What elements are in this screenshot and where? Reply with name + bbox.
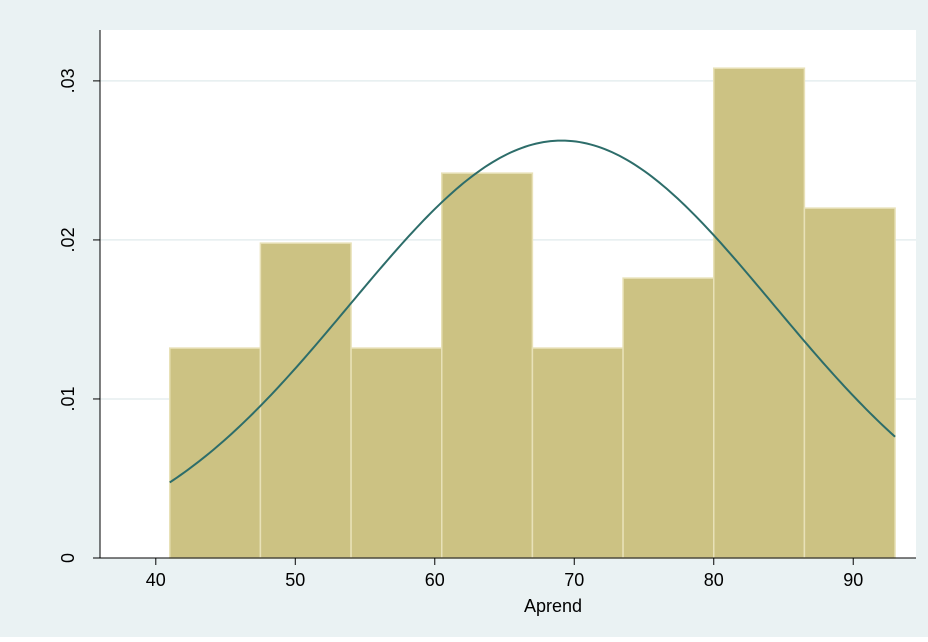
y-tick-label-2: .02: [58, 227, 78, 252]
normal-density-curve: [169, 139, 896, 484]
histogram-bar-2: [259, 242, 352, 559]
x-tick-label-4: 80: [704, 570, 724, 590]
histogram-bar-6: [622, 277, 715, 559]
y-tick-label-0: 0: [58, 553, 78, 563]
y-tick-label-1: .01: [58, 386, 78, 411]
x-tick-label-2: 60: [425, 570, 445, 590]
histogram-bar-8: [803, 207, 896, 559]
histogram-bar-5: [531, 347, 624, 559]
x-tick-label-5: 90: [843, 570, 863, 590]
x-tick-label-1: 50: [285, 570, 305, 590]
histogram-bar-1: [168, 347, 262, 559]
histogram-bar-7: [712, 67, 806, 559]
histogram-bar-3: [350, 347, 443, 559]
axes: 40 50 60 70 80 90 0 .01 .02 .03: [58, 30, 916, 590]
histogram-bars: [168, 67, 896, 559]
x-tick-label-0: 40: [146, 570, 166, 590]
x-tick-label-3: 70: [564, 570, 584, 590]
x-axis-label: Aprend: [524, 596, 582, 616]
y-tick-label-3: .03: [58, 68, 78, 93]
histogram-bar-4: [440, 172, 534, 559]
